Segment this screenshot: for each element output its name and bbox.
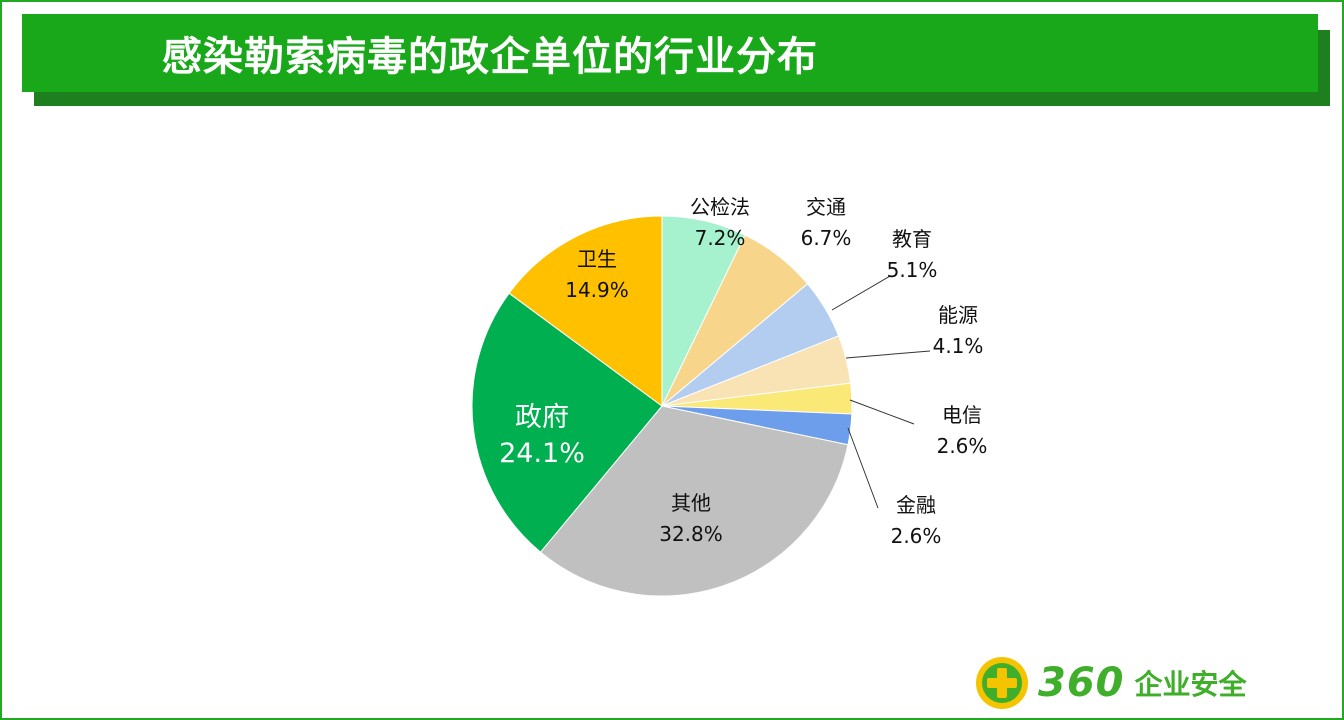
slice-value-label: 2.6% (937, 434, 988, 458)
slice-name-label: 金融 (896, 493, 936, 517)
brand-name: 企业安全 (1134, 668, 1247, 701)
slice-name-label: 教育 (892, 227, 932, 251)
slice-name-label: 交通 (806, 195, 846, 219)
brand-logo: 360 企业安全 (974, 655, 1247, 711)
pie-slice-9 (508, 215, 663, 407)
slice-name-label: 公检法 (690, 195, 750, 219)
slice-value-label: 4.1% (933, 334, 984, 358)
slice-name-label: 其他 (671, 491, 711, 515)
page-title: 感染勒索病毒的政企单位的行业分布 (162, 34, 818, 80)
brand-number: 360 (1038, 660, 1125, 706)
title-banner: 感染勒索病毒的政企单位的行业分布 (22, 14, 1318, 92)
brand-plus-icon (976, 657, 1028, 709)
slice-name-label: 能源 (938, 303, 978, 327)
slice-value-label: 14.9% (565, 278, 629, 302)
slice-value-label: 7.2% (695, 226, 746, 250)
slice-name-label: 电信 (942, 403, 982, 427)
slice-value-label: 5.1% (887, 258, 938, 282)
slice-name-label: 卫生 (577, 247, 617, 271)
slice-value-label: 32.8% (659, 522, 723, 546)
leader-line-3 (831, 275, 891, 311)
leader-line-5 (849, 399, 915, 425)
leader-line-6 (847, 427, 879, 509)
slice-name-label: 政府 (515, 402, 569, 433)
slice-value-label: 24.1% (499, 438, 585, 469)
pie-slice-7 (539, 405, 849, 597)
slice-value-label: 2.6% (891, 524, 942, 548)
pie-slice-8 (471, 292, 663, 553)
slice-value-label: 6.7% (801, 226, 852, 250)
leader-line-4 (845, 350, 931, 359)
